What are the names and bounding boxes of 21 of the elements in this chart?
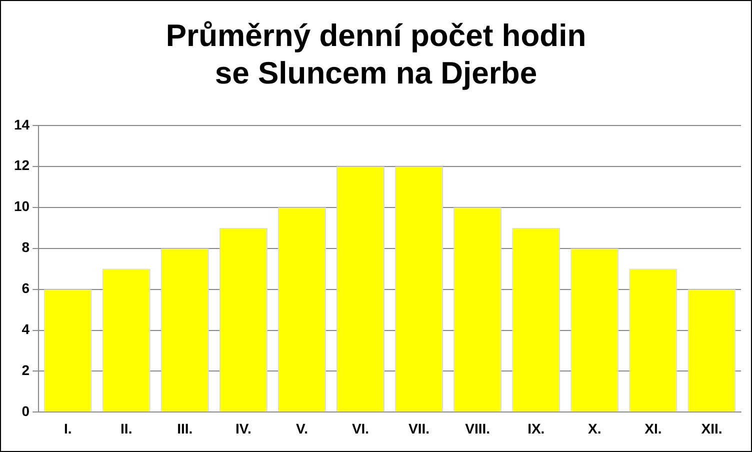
x-tick-label: VIII. <box>465 420 490 436</box>
x-tick-label: II. <box>120 420 132 436</box>
x-tick-label: IX. <box>528 420 545 436</box>
y-tick-label: 0 <box>22 403 30 420</box>
x-tick-label: XII. <box>701 420 722 436</box>
y-tick-label: 8 <box>22 239 30 256</box>
x-tick-label: VII. <box>408 420 430 436</box>
x-tick-label: XI. <box>644 420 662 436</box>
y-tick-label: 10 <box>14 198 30 214</box>
x-tick-label: IV. <box>236 420 252 436</box>
x-tick-label: V. <box>296 420 308 436</box>
y-tick-label: 14 <box>14 116 30 132</box>
x-tick-label: X. <box>588 420 602 436</box>
y-tick-label: 6 <box>22 280 30 296</box>
y-tick-label: 2 <box>22 362 30 378</box>
y-tick-label: 12 <box>14 157 30 174</box>
y-tick-label: 4 <box>22 321 30 338</box>
x-tick-label: I. <box>64 420 72 436</box>
x-tick-label: III. <box>177 420 193 436</box>
chart-title: Průměrný denní počet hodin se Sluncem na Djerbe <box>166 18 586 90</box>
x-tick-label: VI. <box>352 420 370 436</box>
